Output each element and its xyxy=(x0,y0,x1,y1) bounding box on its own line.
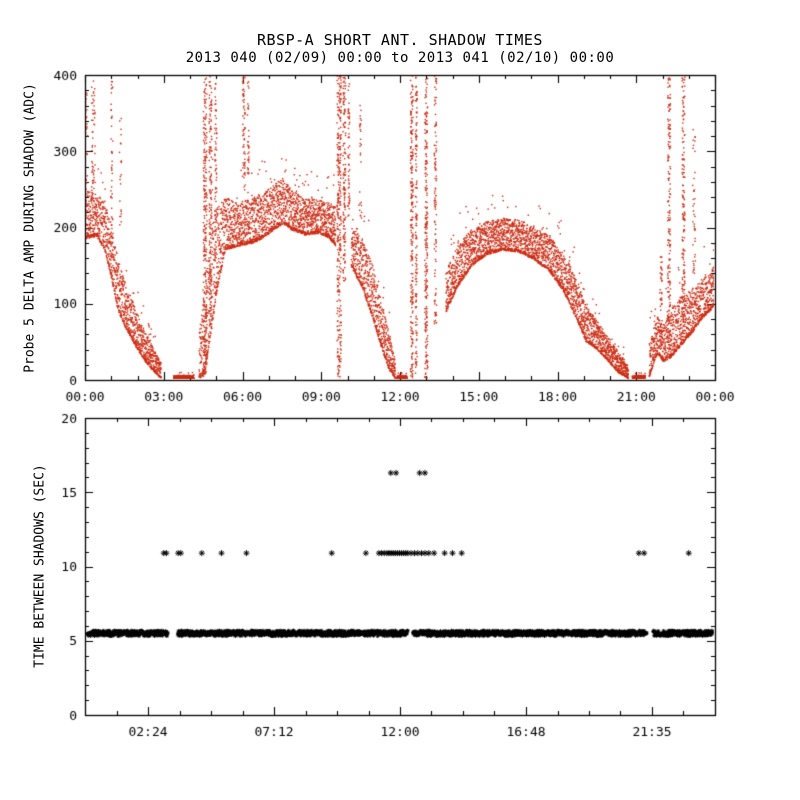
chart-subtitle: 2013 040 (02/09) 00:00 to 2013 041 (02/1… xyxy=(185,50,615,66)
chart-title: RBSP-A SHORT ANT. SHADOW TIMES xyxy=(257,31,543,49)
bottom-y-axis-label: TIME BETWEEN SHADOWS (SEC) xyxy=(32,464,48,668)
top-y-axis-label: Probe 5 DELTA AMP DURING SHADOW (ADC) xyxy=(22,83,38,373)
